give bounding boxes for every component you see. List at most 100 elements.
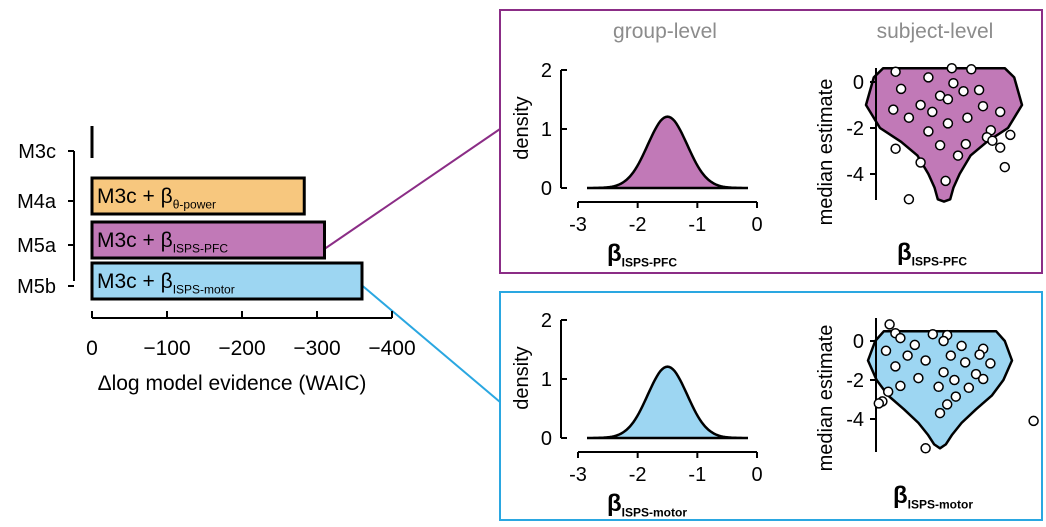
subject-point bbox=[985, 358, 996, 369]
motor-group-density-plot: 0 1 2 -3 -2 -1 0 density βISPS-motor bbox=[511, 310, 763, 519]
motor-connector-line bbox=[357, 281, 501, 403]
subject-point bbox=[942, 118, 954, 129]
subject-point bbox=[946, 62, 958, 74]
bar-category-label: M3c bbox=[18, 141, 56, 163]
motor-panel-frame bbox=[499, 291, 1043, 521]
subject-point bbox=[994, 106, 1006, 118]
subject-point bbox=[940, 175, 951, 187]
subject-point bbox=[895, 83, 907, 95]
subject-point bbox=[880, 345, 892, 357]
bar-category-label: M5b bbox=[17, 276, 56, 298]
bar-label: M3c + βISPS-motor bbox=[97, 270, 235, 296]
subject-point bbox=[970, 368, 982, 380]
subject-point bbox=[942, 94, 954, 105]
subject-point bbox=[884, 319, 895, 330]
bar-category-label: M5a bbox=[17, 235, 57, 257]
subject-point bbox=[903, 194, 915, 205]
subject-point bbox=[923, 72, 934, 83]
subject-point bbox=[977, 100, 989, 112]
density-y-tick-label: 2 bbox=[541, 310, 552, 332]
density-y-tick-label: 1 bbox=[541, 119, 552, 141]
group-level-header: group-level bbox=[613, 20, 717, 43]
violin-y-tick-label: 0 bbox=[853, 72, 864, 94]
subject-point bbox=[902, 350, 913, 361]
density-y-tick-label: 1 bbox=[541, 369, 552, 391]
subject-point bbox=[913, 372, 924, 384]
density-x-tick-label: -2 bbox=[629, 214, 647, 236]
bar-x-tick-label: −300 bbox=[293, 337, 340, 360]
subject-point bbox=[948, 77, 959, 89]
violin-y-tick-label: -2 bbox=[846, 370, 864, 392]
bar-x-axis-label: Δlog model evidence (WAIC) bbox=[98, 372, 367, 395]
bar-category-label: M4a bbox=[17, 191, 57, 213]
subject-point bbox=[923, 126, 934, 137]
density-y-tick-label: 2 bbox=[541, 60, 552, 82]
bar-label: M3c + βISPS-PFC bbox=[97, 229, 228, 255]
subject-point bbox=[950, 391, 962, 402]
subject-point bbox=[959, 357, 971, 368]
subject-point bbox=[977, 373, 989, 385]
motor-subject-violin-plot: 0 -2 -4 median estimate βISPS-motor bbox=[815, 318, 1039, 511]
subject-point bbox=[934, 140, 946, 151]
violin-x-axis-label: βISPS-PFC bbox=[897, 239, 967, 268]
density-x-axis-label: βISPS-PFC bbox=[607, 240, 677, 269]
violin-y-tick-label: -4 bbox=[846, 164, 864, 186]
subject-point bbox=[973, 84, 985, 96]
density-y-axis-label: density bbox=[511, 346, 533, 409]
subject-point bbox=[873, 398, 885, 409]
density-x-axis-label: βISPS-motor bbox=[607, 490, 687, 519]
subject-point bbox=[994, 142, 1006, 153]
subject-point bbox=[890, 66, 901, 77]
bar-x-tick-label: 0 bbox=[86, 337, 98, 360]
subject-point bbox=[949, 374, 960, 386]
subject-point bbox=[958, 85, 969, 97]
subject-point bbox=[903, 112, 915, 123]
subject-point bbox=[895, 380, 906, 392]
density-y-tick-label: 0 bbox=[541, 178, 552, 200]
model-comparison-bar-chart: M3c M4a M3c + βθ-power M5a M3c + βISPS-PFC M5… bbox=[17, 126, 416, 395]
subject-point bbox=[1028, 415, 1039, 427]
subject-point bbox=[987, 135, 998, 146]
subject-level-header: subject-level bbox=[877, 20, 994, 43]
subject-point bbox=[956, 340, 967, 352]
subject-point bbox=[920, 443, 931, 454]
subject-point bbox=[895, 332, 906, 344]
density-x-tick-label: 0 bbox=[751, 464, 762, 486]
bar bbox=[90, 220, 326, 260]
violin-y-axis-label: median estimate bbox=[815, 79, 837, 226]
subject-point bbox=[888, 104, 899, 115]
density-x-tick-label: -1 bbox=[688, 214, 706, 236]
density-x-tick-label: -3 bbox=[569, 214, 587, 236]
bar-label: M3c + βθ-power bbox=[97, 185, 216, 211]
bar-x-tick-label: −100 bbox=[143, 337, 190, 360]
density-x-tick-label: -1 bbox=[688, 464, 706, 486]
pfc-subject-violin-plot: 0 -2 -4 median estimate βISPS-PFC bbox=[815, 62, 1024, 268]
subject-point bbox=[963, 382, 975, 394]
subject-point bbox=[915, 99, 926, 111]
subject-point bbox=[974, 349, 985, 360]
subject-point bbox=[909, 339, 921, 351]
density-curve bbox=[587, 365, 748, 440]
subject-point bbox=[945, 350, 957, 361]
subject-point bbox=[966, 64, 977, 75]
density-y-tick-label: 0 bbox=[541, 428, 552, 450]
subject-point bbox=[920, 355, 931, 366]
density-x-tick-label: -3 bbox=[569, 464, 587, 486]
subject-point bbox=[1005, 129, 1016, 141]
subject-point bbox=[927, 328, 939, 340]
subject-point bbox=[960, 138, 972, 150]
subject-point bbox=[933, 381, 944, 393]
violin-y-axis-label: median estimate bbox=[815, 325, 837, 472]
subject-point bbox=[927, 106, 938, 118]
subject-point bbox=[882, 386, 894, 397]
bar-x-tick-label: −400 bbox=[368, 337, 415, 360]
subject-point bbox=[915, 157, 926, 168]
subject-point bbox=[890, 143, 901, 154]
subject-point bbox=[938, 366, 949, 378]
subject-point bbox=[962, 112, 973, 123]
subject-point bbox=[952, 150, 964, 161]
subject-point bbox=[938, 335, 949, 347]
violin-y-tick-label: 0 bbox=[853, 331, 864, 353]
